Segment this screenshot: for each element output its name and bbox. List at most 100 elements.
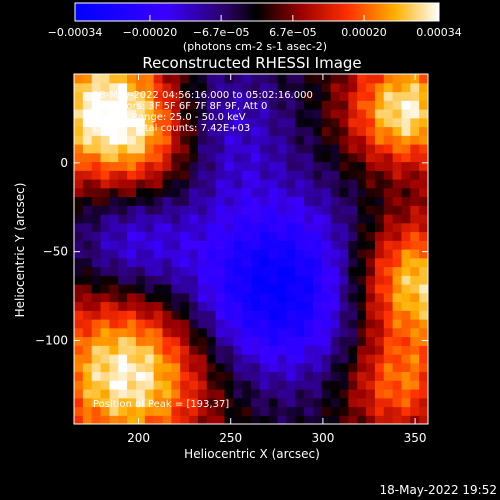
heatmap-cell — [206, 389, 217, 399]
heatmap-cell — [277, 397, 287, 408]
heatmap-cell — [357, 301, 367, 311]
heatmap-cell — [268, 144, 279, 154]
heatmap-cell — [339, 231, 349, 241]
heatmap-cell — [171, 196, 181, 206]
heatmap-cell — [304, 74, 314, 84]
heatmap-cell — [392, 152, 403, 163]
heatmap-cell — [366, 214, 376, 224]
heatmap-cell — [233, 389, 243, 399]
heatmap-cell — [330, 371, 341, 381]
heatmap-cell — [144, 170, 155, 180]
heatmap-cell — [348, 152, 358, 163]
heatmap-cell — [109, 354, 119, 364]
heatmap-cell — [383, 310, 394, 320]
heatmap-cell — [144, 126, 155, 136]
heatmap-cell — [268, 135, 279, 145]
heatmap-cell — [410, 82, 420, 93]
heatmap-cell — [392, 214, 403, 224]
heatmap-cell — [171, 214, 181, 224]
heatmap-cell — [127, 135, 137, 145]
heatmap-cell — [339, 82, 349, 93]
heatmap-cell — [392, 109, 403, 119]
heatmap-cell — [321, 397, 332, 408]
heatmap-cell — [330, 109, 341, 119]
heatmap-cell — [180, 152, 190, 163]
heatmap-cell — [304, 301, 314, 311]
heatmap-cell — [383, 292, 394, 303]
heatmap-cell — [259, 170, 270, 180]
heatmap-cell — [224, 179, 234, 189]
heatmap-cell — [100, 214, 110, 224]
heatmap-cell — [109, 91, 119, 101]
heatmap-cell — [251, 214, 261, 224]
heatmap-cell — [82, 354, 93, 364]
heatmap-cell — [135, 249, 146, 259]
heatmap-cell — [233, 240, 243, 250]
heatmap-cell — [392, 292, 403, 303]
heatmap-cell — [321, 415, 332, 424]
heatmap-cell — [366, 91, 376, 101]
heatmap-cell — [180, 371, 190, 381]
heatmap-cell — [91, 187, 102, 198]
heatmap-cell — [268, 249, 279, 259]
heatmap-cell — [197, 144, 208, 154]
heatmap-cell — [383, 91, 394, 101]
heatmap-cell — [153, 231, 164, 241]
heatmap-cell — [180, 109, 190, 119]
heatmap-cell — [339, 126, 349, 136]
heatmap-cell — [383, 336, 394, 346]
heatmap-cell — [348, 327, 358, 338]
heatmap-cell — [295, 74, 305, 84]
heatmap-cell — [118, 196, 128, 206]
heatmap-cell — [233, 74, 243, 84]
heatmap-cell — [135, 161, 146, 171]
heatmap-cell — [304, 380, 314, 390]
heatmap-cell — [312, 397, 323, 408]
heatmap-cell — [118, 117, 128, 128]
heatmap-cell — [100, 170, 110, 180]
heatmap-cell — [153, 161, 164, 171]
heatmap-cell — [304, 144, 314, 154]
heatmap-cell — [330, 126, 341, 136]
heatmap-cell — [233, 109, 243, 119]
heatmap-cell — [348, 380, 358, 390]
heatmap-cell — [127, 266, 137, 276]
heatmap-cell — [74, 371, 84, 381]
heatmap-cell — [286, 371, 296, 381]
heatmap-cell — [224, 406, 234, 416]
heatmap-cell — [82, 284, 93, 294]
heatmap-cell — [180, 161, 190, 171]
heatmap-cell — [304, 371, 314, 381]
heatmap-cell — [135, 109, 146, 119]
heatmap-cell — [383, 109, 394, 119]
heatmap-cell — [366, 327, 376, 338]
heatmap-cell — [162, 397, 172, 408]
heatmap-cell — [295, 100, 305, 110]
heatmap-cell — [357, 214, 367, 224]
heatmap-cell — [401, 345, 411, 355]
heatmap-cell — [162, 371, 172, 381]
heatmap-cell — [82, 319, 93, 329]
heatmap-cell — [180, 117, 190, 128]
heatmap-cell — [259, 152, 270, 163]
heatmap-cell — [215, 266, 226, 276]
heatmap-cell — [312, 284, 323, 294]
heatmap-cell — [206, 240, 217, 250]
heatmap-cell — [348, 196, 358, 206]
heatmap-cell — [419, 389, 428, 399]
heatmap-cell — [348, 187, 358, 198]
heatmap-cell — [410, 284, 420, 294]
heatmap-cell — [74, 249, 84, 259]
heatmap-cell — [304, 345, 314, 355]
heatmap-cell — [330, 257, 341, 268]
heatmap-cell — [383, 126, 394, 136]
heatmap-cell — [277, 179, 287, 189]
heatmap-cell — [180, 91, 190, 101]
heatmap-cell — [189, 231, 199, 241]
heatmap-cell — [82, 82, 93, 93]
heatmap-cell — [304, 117, 314, 128]
heatmap-cell — [374, 117, 385, 128]
heatmap-cell — [171, 231, 181, 241]
heatmap-cell — [215, 284, 226, 294]
heatmap-cell — [206, 319, 217, 329]
